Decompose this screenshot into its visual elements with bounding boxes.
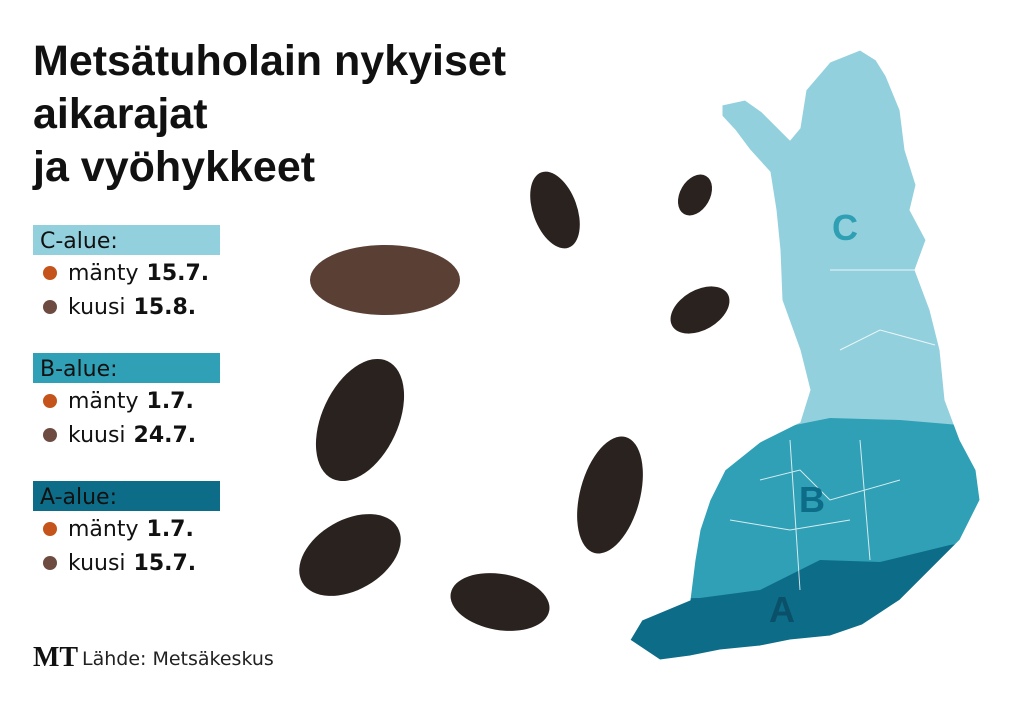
beetle — [670, 286, 730, 334]
beetle — [677, 174, 713, 216]
tree: mänty — [68, 389, 139, 414]
zone-name: C-alue: — [40, 229, 118, 254]
beetle — [530, 171, 580, 249]
date: 15.8. — [134, 295, 197, 320]
date: 1.7. — [147, 517, 194, 542]
beetle — [315, 358, 405, 482]
title-line: Metsätuholain nykyiset — [33, 37, 506, 85]
map-label: A — [769, 589, 795, 630]
tree-dot — [43, 394, 57, 408]
zone-item: mänty 15.7. — [68, 261, 209, 286]
zone-item: kuusi 24.7. — [68, 423, 196, 448]
region-borders — [729, 269, 936, 591]
zone-header — [33, 353, 220, 383]
tree-dot — [43, 300, 57, 314]
title-line: aikarajat — [33, 90, 208, 138]
map — [630, 50, 980, 660]
map-label: B — [799, 479, 825, 520]
zone-name: A-alue: — [40, 485, 117, 510]
title-line: ja vyöhykkeet — [32, 143, 315, 191]
tree: mänty — [68, 261, 139, 286]
source: Lähde: Metsäkeskus — [82, 648, 274, 670]
zone-a — [630, 535, 980, 660]
tree-dot — [43, 522, 57, 536]
beetle — [450, 573, 550, 631]
map-label: C — [832, 207, 858, 248]
tree: kuusi — [68, 295, 126, 320]
tree-dot — [43, 556, 57, 570]
zone-item: mänty 1.7. — [68, 517, 194, 542]
tree: kuusi — [68, 551, 126, 576]
date: 1.7. — [147, 389, 194, 414]
title: Metsätuholain nykyiset aikarajat ja vyöh… — [32, 37, 506, 191]
logo: MT — [33, 642, 78, 673]
date: 15.7. — [134, 551, 197, 576]
tree-dot — [43, 428, 57, 442]
beetle — [310, 245, 460, 315]
date: 15.7. — [147, 261, 210, 286]
zone-item: kuusi 15.7. — [68, 551, 196, 576]
tree: mänty — [68, 517, 139, 542]
zone-item: mänty 1.7. — [68, 389, 194, 414]
zone-item: kuusi 15.8. — [68, 295, 196, 320]
legend: C-alue: mänty 15.7. kuusi 15.8. B-alue: mänty 1… — [33, 225, 220, 576]
tree: kuusi — [68, 423, 126, 448]
tree-dot — [43, 266, 57, 280]
beetle — [577, 436, 643, 554]
beetle — [299, 514, 401, 596]
zone-name: B-alue: — [40, 357, 118, 382]
beetles — [299, 171, 730, 631]
zone-header — [33, 225, 220, 255]
date: 24.7. — [134, 423, 197, 448]
zone-header — [33, 481, 220, 511]
